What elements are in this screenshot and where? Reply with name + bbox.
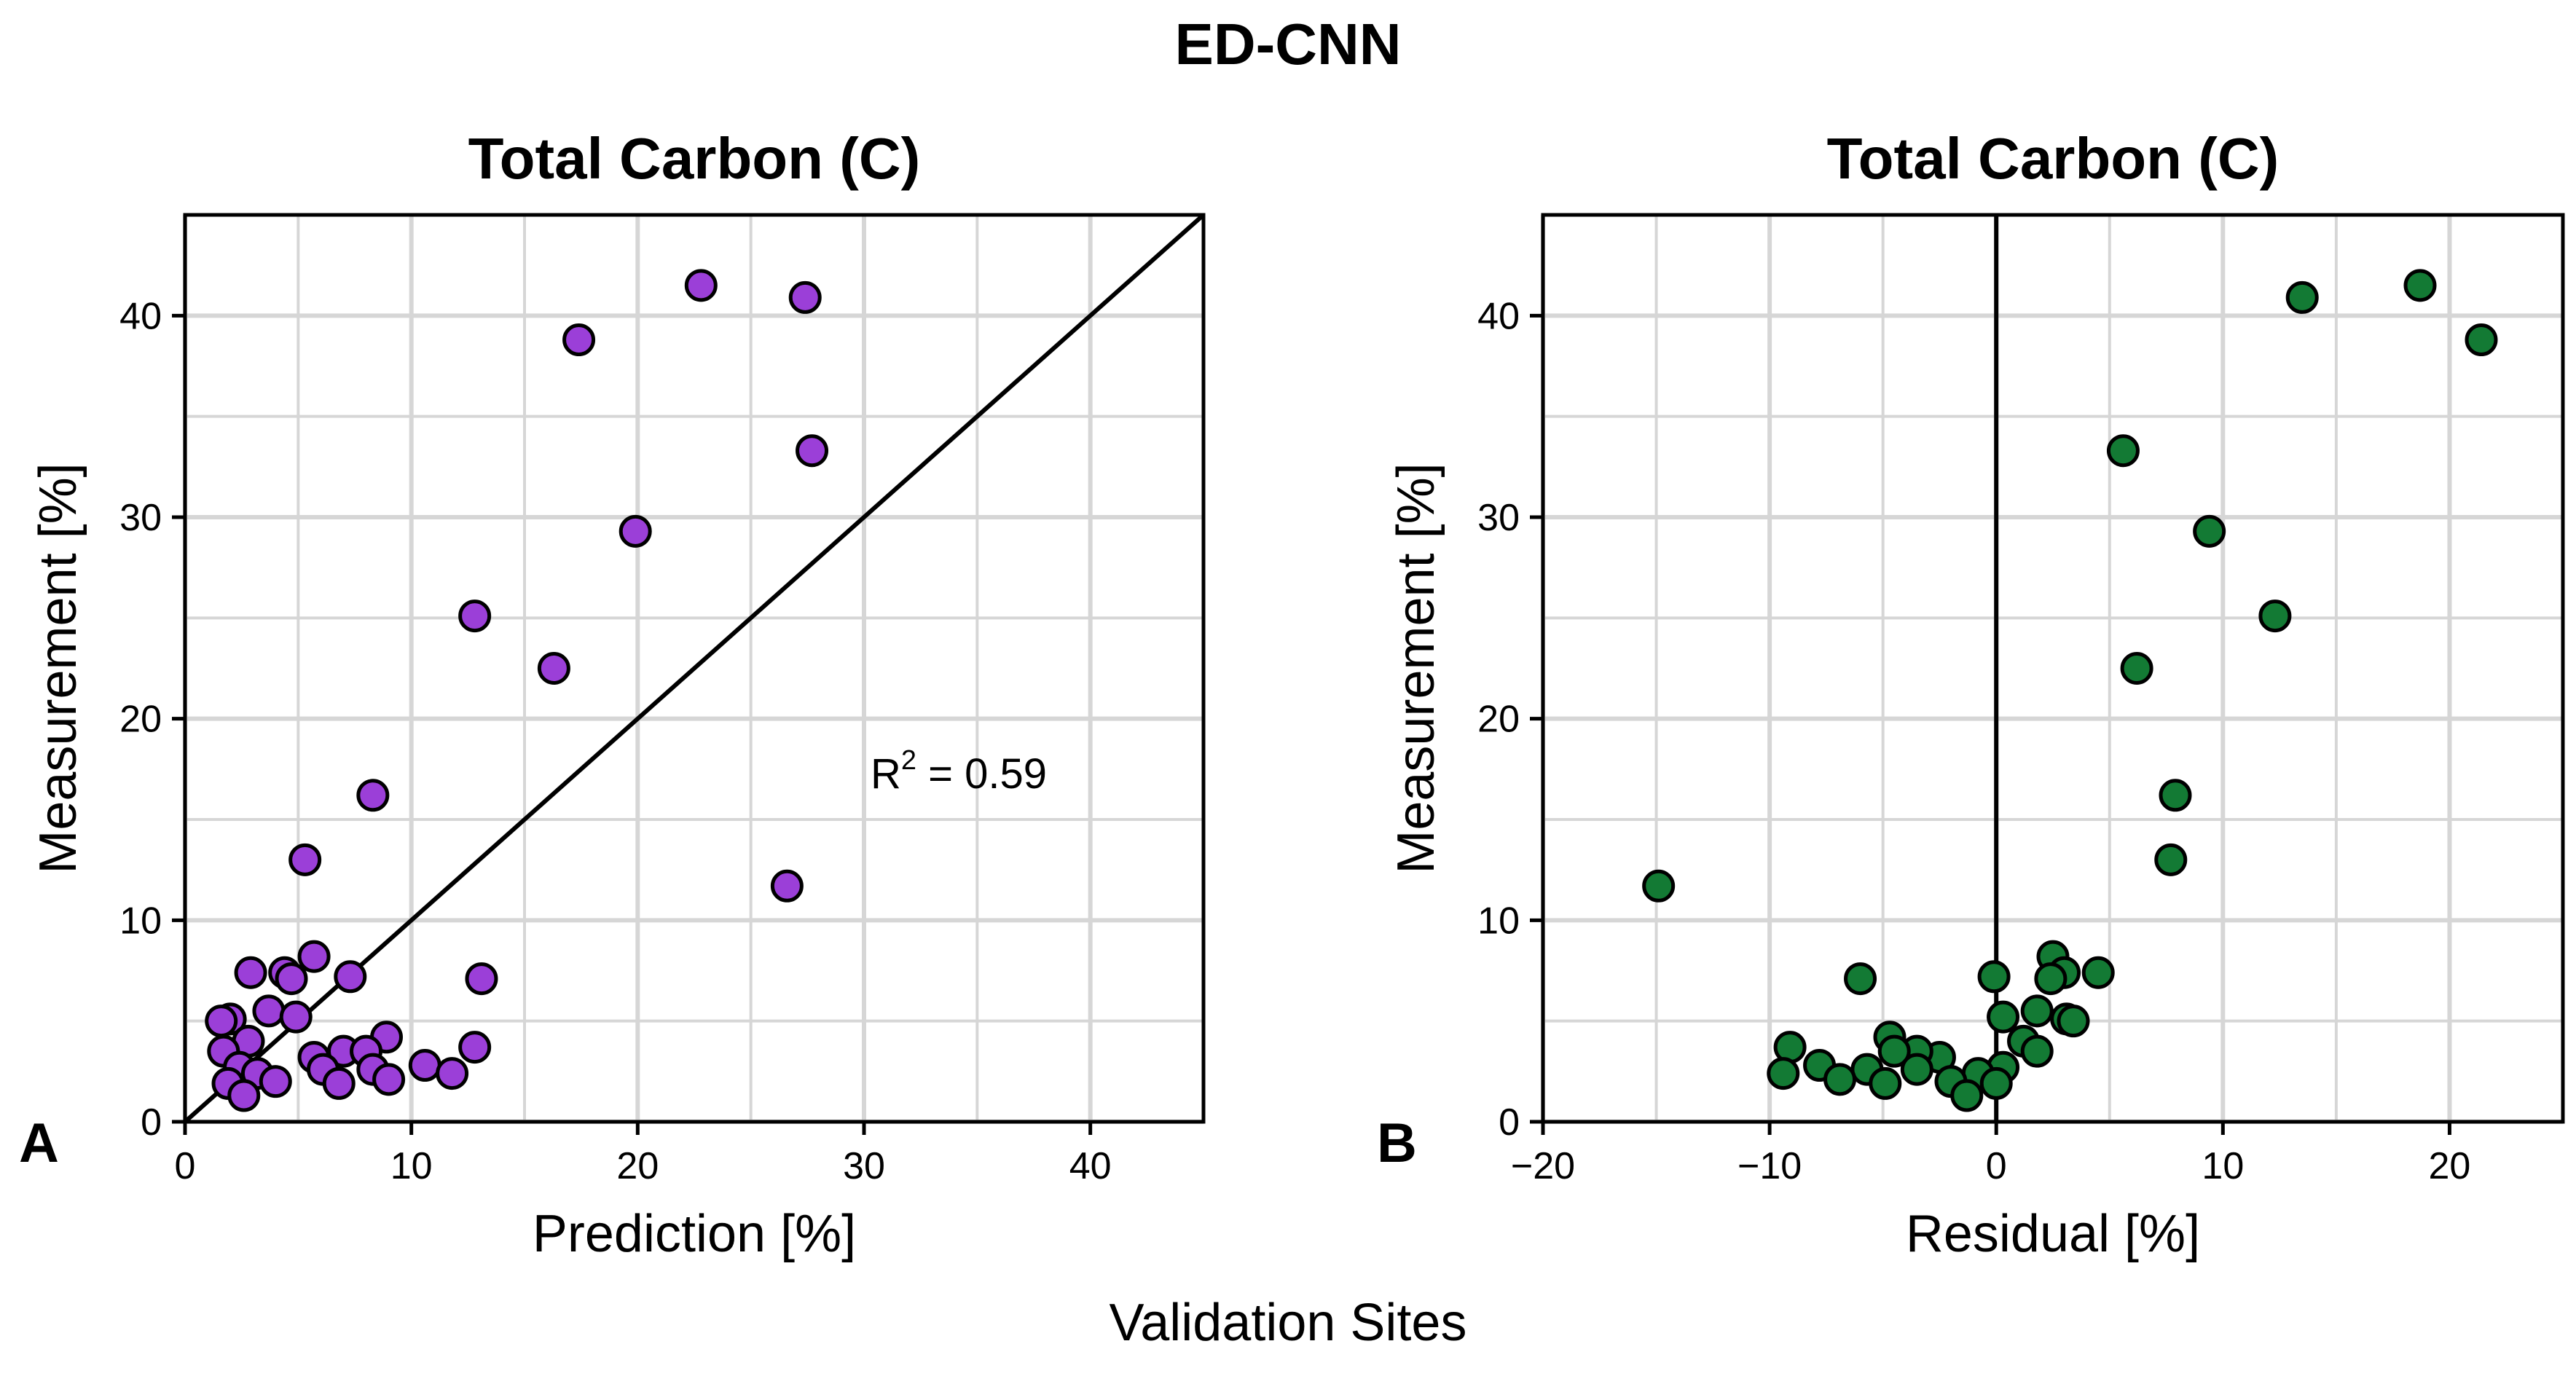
panel-label: B: [1377, 1112, 1417, 1174]
plot-border: [183, 213, 1206, 1124]
data-point: [684, 269, 718, 302]
y-axis-label: Measurement [%]: [29, 463, 87, 873]
data-point: [2034, 962, 2068, 996]
x-tick-label: −20: [1511, 1145, 1575, 1187]
data-point: [2020, 1034, 2054, 1068]
r-squared-value: = 0.59: [916, 750, 1047, 798]
x-axis-label: Prediction [%]: [533, 1205, 856, 1263]
data-point: [1900, 1053, 1933, 1086]
data-point: [2154, 843, 2188, 876]
plot-border: [1541, 213, 2565, 1124]
data-point: [1950, 1079, 1984, 1112]
y-tick-label: 40: [1477, 295, 1520, 337]
data-point: [408, 1049, 441, 1082]
y-tick-label: 10: [119, 900, 162, 942]
data-point: [279, 1000, 313, 1034]
r-squared-annotation: R2 = 0.59: [871, 745, 1047, 798]
data-point: [2120, 652, 2153, 685]
data-point: [537, 652, 570, 685]
data-point: [2057, 1005, 2090, 1038]
r-squared-superscript: 2: [901, 745, 916, 776]
data-point: [562, 323, 596, 357]
data-point: [275, 962, 308, 996]
panel-title: Total Carbon (C): [1827, 126, 2279, 191]
x-tick-label: 10: [2202, 1145, 2244, 1187]
data-point: [2081, 956, 2115, 989]
data-point: [372, 1063, 406, 1096]
data-point: [465, 962, 498, 996]
data-point: [436, 1057, 469, 1090]
data-point: [205, 1005, 238, 1038]
data-point: [1977, 960, 2011, 994]
data-point: [458, 1031, 492, 1064]
data-point: [1869, 1066, 1902, 1100]
data-point: [2403, 269, 2437, 302]
data-point: [2285, 280, 2319, 314]
panel-label: A: [19, 1112, 59, 1174]
y-tick-label: 20: [119, 699, 162, 741]
r-squared-prefix: R: [871, 750, 901, 798]
data-point: [2465, 323, 2498, 357]
data-point: [1877, 1034, 1911, 1068]
data-point: [619, 514, 652, 548]
x-tick-label: 0: [1986, 1145, 2007, 1187]
panel-a: 0 10 20 30 40 0 10 20 30 40 Total Carbon (C) Predic…: [19, 126, 1206, 1263]
x-tick-label: 0: [175, 1145, 196, 1187]
x-tick-label: 20: [2429, 1145, 2471, 1187]
data-point: [2258, 599, 2292, 633]
figure-title: ED-CNN: [1174, 12, 1401, 76]
data-point: [1844, 962, 1877, 996]
x-tick-label: 30: [843, 1145, 885, 1187]
data-point: [788, 280, 822, 314]
data-point: [227, 1079, 261, 1112]
data-point: [234, 956, 267, 989]
y-tick-label: 30: [119, 497, 162, 539]
data-point: [1642, 869, 1676, 903]
x-axis-label: Residual [%]: [1906, 1205, 2200, 1263]
data-point: [770, 869, 804, 903]
data-point: [1987, 1000, 2020, 1034]
data-point: [252, 994, 286, 1028]
data-point: [2020, 994, 2054, 1028]
footer-label: Validation Sites: [1110, 1294, 1467, 1352]
data-point: [334, 960, 367, 994]
x-tick-label: 20: [616, 1145, 659, 1187]
data-point: [259, 1065, 292, 1098]
y-axis-label: Measurement [%]: [1387, 463, 1445, 873]
data-point: [1823, 1063, 1857, 1096]
data-point: [1979, 1066, 2013, 1100]
panel-title: Total Carbon (C): [468, 126, 921, 191]
data-point: [322, 1066, 356, 1100]
x-tick-label: −10: [1737, 1145, 1802, 1187]
data-point: [1767, 1057, 1800, 1090]
data-point: [458, 599, 492, 633]
y-tick-label: 10: [1477, 900, 1520, 942]
x-tick-label: 40: [1069, 1145, 1112, 1187]
panel-b: −20 −10 0 10 20 0 10 20 30 40 Total Carbon (C) Resi…: [1377, 126, 2565, 1263]
data-point: [796, 434, 829, 468]
y-tick-label: 0: [1499, 1101, 1520, 1144]
y-tick-label: 0: [141, 1101, 162, 1144]
y-tick-label: 30: [1477, 497, 1520, 539]
data-point: [2193, 514, 2226, 548]
data-point: [2106, 434, 2140, 468]
data-point: [356, 779, 390, 812]
x-tick-label: 10: [390, 1145, 433, 1187]
data-point: [2159, 779, 2192, 812]
y-tick-label: 40: [119, 295, 162, 337]
data-point: [288, 843, 322, 876]
y-tick-label: 20: [1477, 699, 1520, 741]
data-point: [297, 940, 331, 973]
